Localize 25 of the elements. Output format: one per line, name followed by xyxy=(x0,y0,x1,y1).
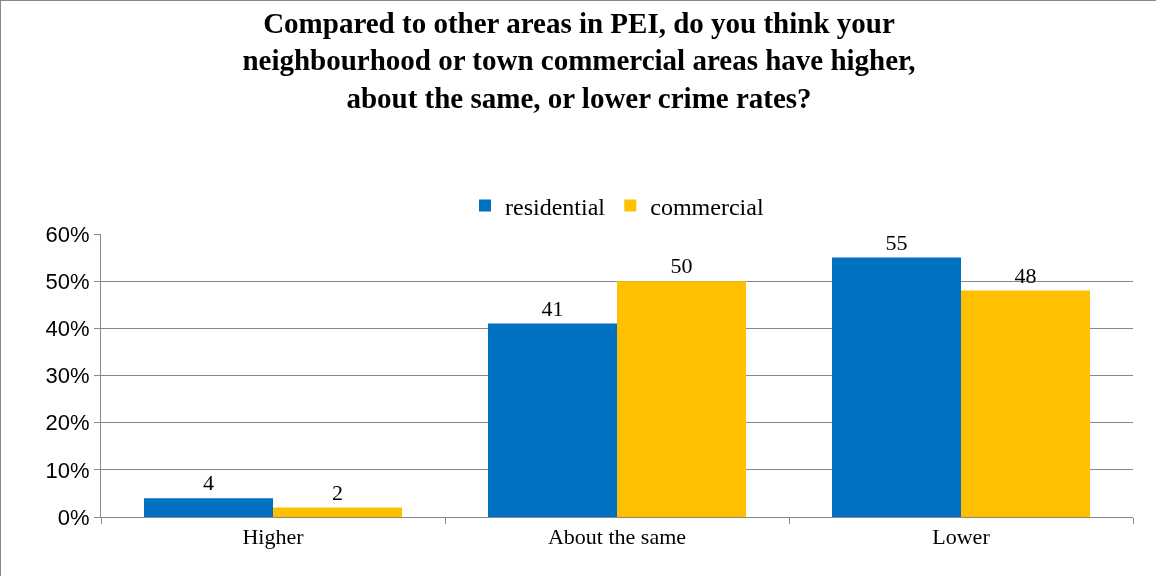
bar xyxy=(832,257,961,517)
chart-title: Compared to other areas in PEI, do you think your neighbourhood or town commercial areas have higher, about the same, or lower crime rates? xyxy=(242,6,916,115)
legend-label: residential xyxy=(505,193,606,220)
y-tick-label: 40% xyxy=(45,316,90,342)
bar xyxy=(617,281,746,517)
y-tick-label: 0% xyxy=(57,504,90,530)
y-tick-label: 30% xyxy=(45,363,90,389)
data-label: 50 xyxy=(670,253,693,279)
y-tick-label: 20% xyxy=(45,410,90,436)
data-label: 41 xyxy=(541,295,564,321)
x-tick-label: Lower xyxy=(932,524,991,550)
bar xyxy=(273,507,402,517)
data-label: 48 xyxy=(1014,262,1037,288)
bar xyxy=(488,323,617,517)
bar xyxy=(144,498,273,517)
legend-label: commercial xyxy=(650,193,764,220)
data-label: 55 xyxy=(885,229,908,255)
data-label: 2 xyxy=(332,479,343,505)
y-tick-label: 10% xyxy=(45,457,90,483)
bar xyxy=(961,290,1090,517)
y-tick-label: 60% xyxy=(45,221,90,247)
x-tick-label: Higher xyxy=(242,524,305,550)
data-label: 4 xyxy=(203,470,214,496)
x-tick-label: About the same xyxy=(547,524,687,550)
y-tick-label: 50% xyxy=(45,268,90,294)
